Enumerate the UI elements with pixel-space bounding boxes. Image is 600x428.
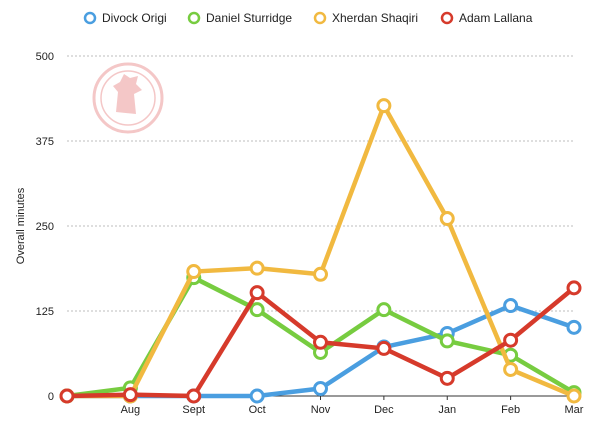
data-point <box>566 319 582 335</box>
x-tick-label: Mar <box>565 404 584 416</box>
legend-marker <box>83 11 97 25</box>
legend-marker <box>313 11 327 25</box>
liverpool-crest-logo <box>92 62 164 134</box>
y-axis-title: Overall minutes <box>15 187 27 264</box>
legend-label: Divock Origi <box>102 11 167 25</box>
y-tick-label: 250 <box>36 221 54 233</box>
data-point <box>313 381 328 397</box>
y-tick-label: 500 <box>36 51 54 63</box>
x-tick-label: Feb <box>501 404 520 416</box>
legend: Divock Origi Daniel Sturridge Xherdan Shaq… <box>83 11 533 25</box>
data-point <box>249 388 265 404</box>
data-point <box>313 266 328 282</box>
x-tick-label: Oct <box>249 404 266 416</box>
data-point <box>439 370 455 386</box>
y-tick-label: 125 <box>36 306 54 318</box>
data-point <box>376 340 392 356</box>
legend-label: Daniel Sturridge <box>206 11 292 25</box>
data-point <box>186 388 202 404</box>
data-point <box>59 388 75 404</box>
data-point <box>249 260 265 276</box>
data-point <box>249 302 265 318</box>
data-point <box>376 302 392 318</box>
data-point <box>313 334 328 350</box>
data-point <box>503 298 519 314</box>
data-point <box>439 211 455 227</box>
legend-marker <box>187 11 201 25</box>
y-tick-label: 0 <box>48 391 54 403</box>
data-point <box>503 332 519 348</box>
x-tick-label: Nov <box>311 404 331 416</box>
data-point <box>186 264 202 280</box>
data-point <box>503 361 519 377</box>
data-point <box>249 285 265 301</box>
series-adam-lallana <box>59 280 582 404</box>
x-tick-label: Aug <box>121 404 141 416</box>
x-tick-label: Jan <box>438 404 456 416</box>
data-point <box>122 387 138 403</box>
x-tick-label: Dec <box>374 404 394 416</box>
data-point <box>566 280 582 296</box>
y-tick-label: 375 <box>36 136 54 148</box>
series-lines <box>59 98 582 404</box>
data-point <box>439 333 455 349</box>
x-tick-label: Sept <box>182 404 205 416</box>
legend-label: Adam Lallana <box>459 11 533 25</box>
legend-label: Xherdan Shaqiri <box>332 11 418 25</box>
data-point <box>376 98 392 114</box>
legend-marker <box>440 11 454 25</box>
data-point <box>566 388 582 404</box>
grid-lines <box>67 55 574 312</box>
